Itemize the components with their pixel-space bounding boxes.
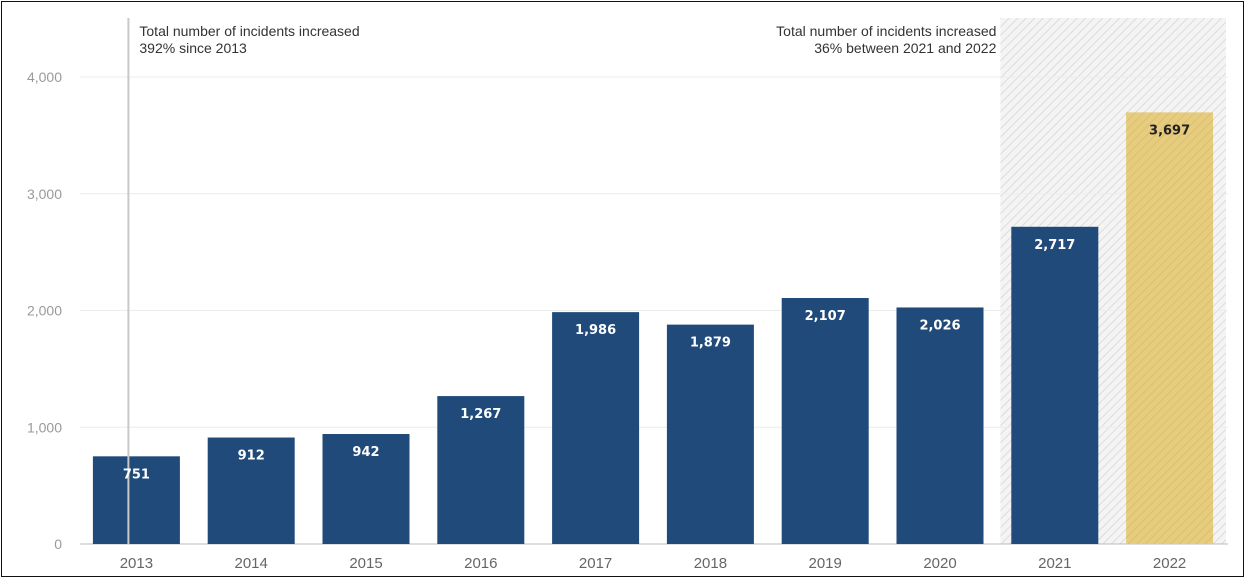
- annotations: Total number of incidents increased392% …: [139, 23, 996, 56]
- y-tick-label: 2,000: [27, 303, 62, 319]
- data-label: 3,697: [1149, 123, 1190, 138]
- y-tick-label: 3,000: [27, 186, 62, 202]
- bar: [92, 456, 180, 544]
- annotation-text: 392% since 2013: [139, 40, 247, 56]
- annotation-text: Total number of incidents increased: [139, 23, 359, 39]
- data-label: 2,717: [1034, 238, 1075, 253]
- bar: [896, 307, 984, 544]
- annotation-text: 36% between 2021 and 2022: [814, 40, 996, 56]
- x-tick-label: 2015: [349, 555, 382, 572]
- x-tick-label: 2016: [464, 555, 497, 572]
- bar: [437, 396, 525, 544]
- data-label: 1,267: [460, 407, 501, 422]
- x-tick-label: 2021: [1038, 555, 1071, 572]
- x-tick-label: 2013: [120, 555, 153, 572]
- y-axis: 0 1,000 2,000 3,000 4,000: [27, 69, 62, 552]
- data-label: 912: [238, 449, 265, 464]
- bar: [207, 437, 295, 544]
- bar: [666, 324, 754, 544]
- data-label: 2,026: [919, 318, 960, 333]
- x-tick-label: 2019: [809, 555, 842, 572]
- y-tick-label: 4,000: [27, 69, 62, 85]
- bar: [1126, 112, 1214, 545]
- x-tick-label: 2017: [579, 555, 612, 572]
- bar: [1011, 226, 1099, 544]
- y-tick-label: 1,000: [27, 419, 62, 435]
- annotation-text: Total number of incidents increased: [776, 23, 996, 39]
- bar: [781, 298, 869, 544]
- x-tick-label: 2018: [694, 555, 727, 572]
- y-tick-label: 0: [54, 536, 62, 552]
- data-label: 2,107: [805, 309, 846, 324]
- data-label: 942: [352, 445, 379, 460]
- data-label: 1,879: [690, 336, 731, 351]
- bar: [552, 312, 640, 544]
- x-tick-label: 2020: [923, 555, 956, 572]
- x-tick-label: 2014: [235, 555, 268, 572]
- x-axis: 2013 2014 2015 2016 2017 2018 2019 2020 2021 2022: [120, 555, 1187, 572]
- x-tick-label: 2022: [1153, 555, 1186, 572]
- bar: [322, 434, 410, 544]
- data-labels: 751 912 942 1,267 1,986 1,879 2,107 2,026 2,717 3…: [123, 123, 1190, 482]
- data-label: 1,986: [575, 323, 616, 338]
- data-label: 751: [123, 467, 150, 482]
- bars: [92, 112, 1214, 545]
